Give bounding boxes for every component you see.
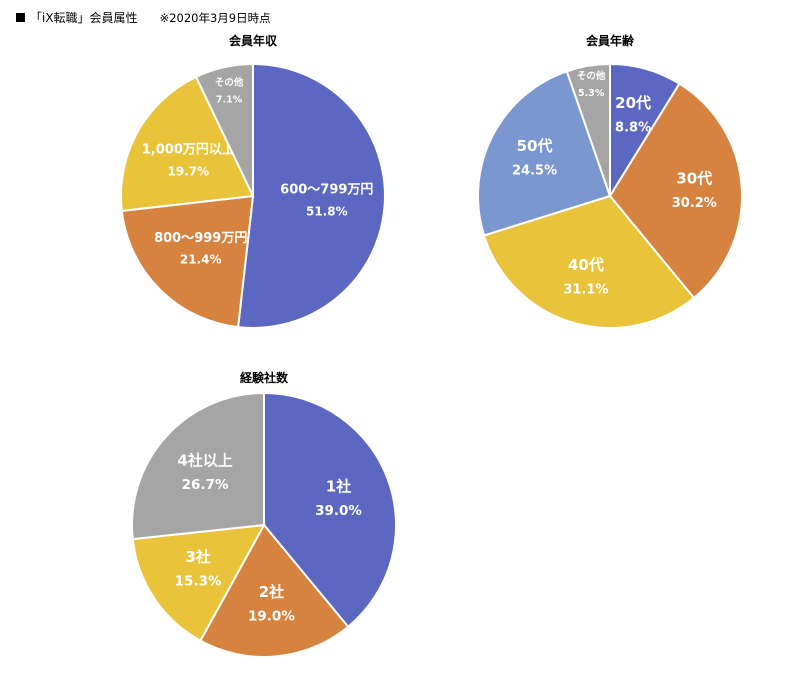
- chart-title: 経験社数: [240, 370, 289, 385]
- slice-label: 1,000万円以上: [142, 143, 235, 158]
- chart-title: 会員年齢: [586, 33, 635, 48]
- page-header: 「iX転職」会員属性 ※2020年3月9日時点: [16, 8, 271, 28]
- slice-label: 4社以上: [177, 451, 232, 469]
- slice-value: 5.3%: [578, 88, 605, 99]
- pie-chart-1: 会員年収 600～799万円 51.8% 800～999万円 21.4% 1,000万円以…: [120, 33, 386, 329]
- pie-slice: [131, 523, 266, 643]
- chart-title: 会員年収: [229, 33, 278, 48]
- pie-slice: [236, 62, 386, 329]
- pie-slice: [565, 62, 611, 197]
- slice-label: 3社: [185, 548, 210, 566]
- slice-value: 7.1%: [216, 94, 243, 105]
- slice-value: 19.7%: [168, 164, 210, 178]
- slice-label: 30代: [676, 170, 712, 188]
- pie-slice: [120, 75, 255, 213]
- pie-chart-2: 会員年齢 20代 8.8% 30代 30.2% 40代 31.1% 50代 24.5% その他 5.…: [477, 33, 743, 329]
- date-note: ※2020年3月9日時点: [159, 11, 271, 25]
- slice-label: 600～799万円: [280, 183, 373, 198]
- slice-label: 20代: [615, 94, 651, 112]
- pie-slice: [263, 391, 397, 629]
- pie-slice: [608, 82, 743, 300]
- slice-label: 1社: [326, 477, 351, 495]
- slice-label: 40代: [568, 256, 604, 274]
- slice-label: その他: [215, 76, 244, 88]
- slice-value: 26.7%: [182, 477, 229, 493]
- slice-value: 8.8%: [615, 120, 651, 135]
- slice-value: 24.5%: [512, 164, 557, 179]
- pie-slice: [131, 391, 265, 541]
- pie-chart-3: 経験社数 1社 39.0% 2社 19.0% 3社 15.3% 4社以上 26.7%: [131, 370, 397, 658]
- slice-value: 39.0%: [315, 503, 362, 519]
- pie-slice: [199, 523, 350, 658]
- pie-slice: [194, 62, 254, 197]
- slice-value: 30.2%: [672, 196, 717, 211]
- slice-value: 15.3%: [175, 574, 222, 590]
- slice-value: 51.8%: [306, 204, 348, 218]
- page-title: 「iX転職」会員属性: [30, 11, 138, 25]
- slice-value: 21.4%: [180, 252, 222, 266]
- slice-label: その他: [577, 70, 606, 82]
- pie-slice: [120, 194, 255, 329]
- slice-label: 50代: [517, 137, 553, 155]
- slice-label: 2社: [259, 583, 284, 601]
- pie-slice: [482, 194, 696, 329]
- pie-slice: [477, 69, 612, 237]
- slice-value: 31.1%: [563, 283, 608, 298]
- square-bullet-icon: [16, 13, 25, 22]
- slice-value: 19.0%: [248, 609, 295, 625]
- slice-label: 800～999万円: [154, 231, 247, 246]
